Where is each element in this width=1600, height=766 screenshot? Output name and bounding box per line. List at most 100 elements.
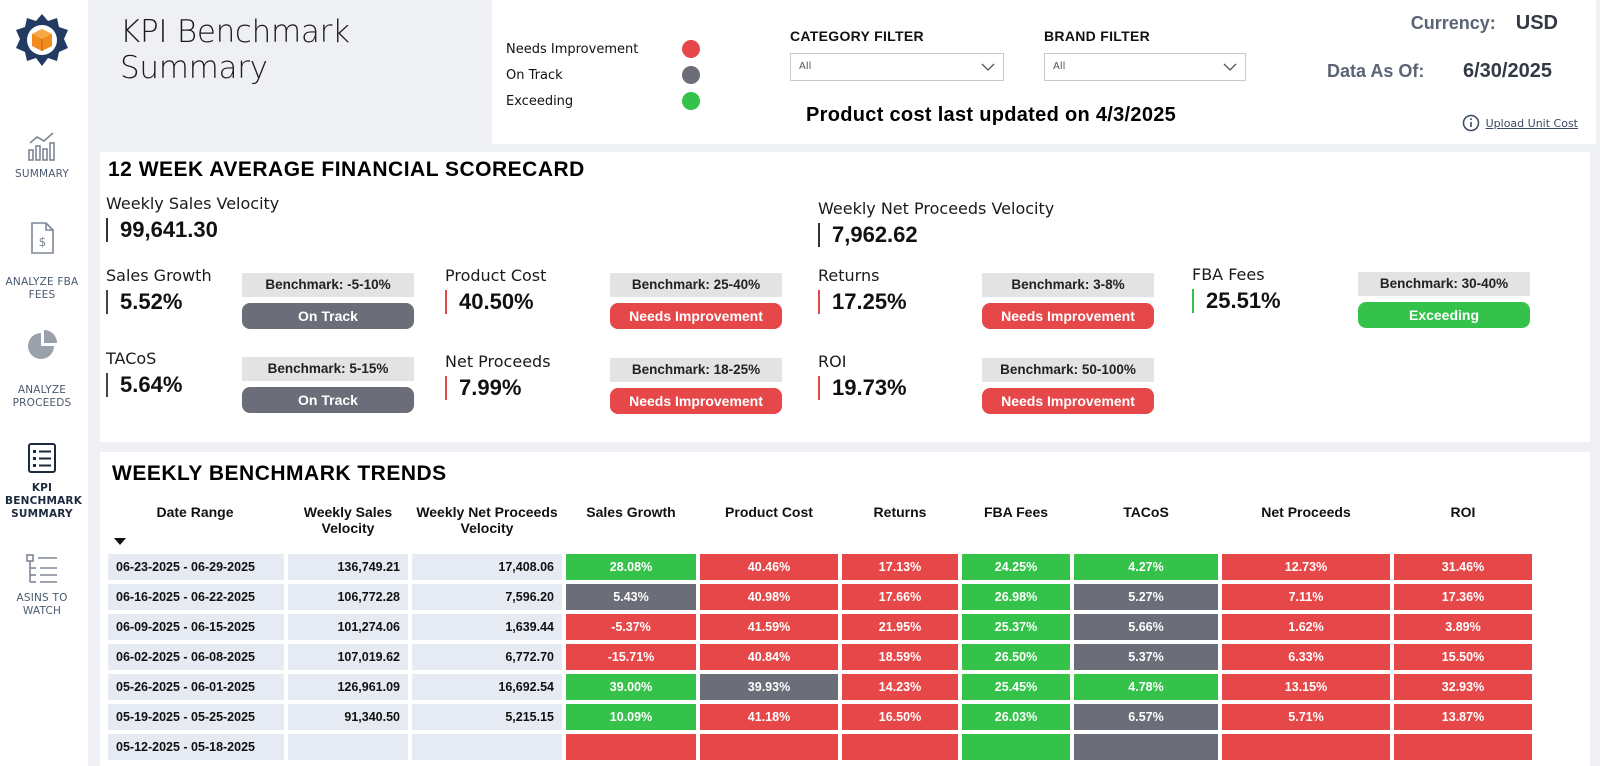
nav-item-kpi-benchmark-summary[interactable]: KPI BENCHMARK SUMMARY xyxy=(0,440,84,521)
metric-label: Weekly Net Proceeds Velocity xyxy=(818,199,1055,218)
column-header-date-range[interactable]: Date Range xyxy=(156,504,234,520)
metric-value: 17.25% xyxy=(832,289,907,314)
data-as-of-value: 6/30/2025 xyxy=(1463,60,1552,82)
status-legend: Needs Improvement On Track Exceeding xyxy=(506,36,700,114)
sales-growth-cell: -15.71% xyxy=(566,644,696,670)
benchmark-label: Benchmark: 50-100% xyxy=(982,358,1154,382)
legend-item-exceeding: Exceeding xyxy=(506,88,700,114)
product-cost-cell: 40.84% xyxy=(700,644,838,670)
pie-chart-icon xyxy=(28,330,57,359)
logo-icon xyxy=(16,14,68,66)
legend-item-needs-improvement: Needs Improvement xyxy=(506,36,700,62)
metric-value: 5.64% xyxy=(120,372,183,397)
weekly-sales-velocity-cell: 107,019.62 xyxy=(288,644,408,670)
net-proceeds-cell: 13.15% xyxy=(1222,674,1390,700)
benchmark-fba-fees: Benchmark: 30-40% Exceeding xyxy=(1358,272,1530,328)
benchmark-net-proceeds: Benchmark: 18-25% Needs Improvement xyxy=(610,358,782,414)
weekly-sales-velocity-cell: 136,749.21 xyxy=(288,554,408,580)
benchmark-product-cost: Benchmark: 25-40% Needs Improvement xyxy=(610,273,782,329)
benchmark-label: Benchmark: 5-15% xyxy=(242,357,414,381)
currency-display: Currency: USD xyxy=(1411,12,1558,35)
roi-cell: 13.87% xyxy=(1394,704,1532,730)
roi-cell: 17.36% xyxy=(1394,584,1532,610)
benchmark-sales-growth: Benchmark: -5-10% On Track xyxy=(242,273,414,329)
weekly-net-proceeds-velocity-cell: 17,408.06 xyxy=(412,554,562,580)
upload-unit-cost-link[interactable]: Upload Unit Cost xyxy=(1462,114,1578,132)
column-header-net-proceeds[interactable]: Net Proceeds xyxy=(1261,504,1351,520)
returns-cell: 18.59% xyxy=(842,644,958,670)
column-header-roi[interactable]: ROI xyxy=(1450,504,1476,520)
metric-weekly-sales-velocity: Weekly Sales Velocity 99,641.30 xyxy=(106,194,279,243)
title-panel: KPI Benchmark Summary xyxy=(88,0,492,144)
nav-item-summary[interactable]: SUMMARY xyxy=(0,128,84,181)
sales-growth-cell: 39.00% xyxy=(566,674,696,700)
column-header-weekly-net-proceeds-velocity[interactable]: Weekly Net Proceeds Velocity xyxy=(416,504,558,536)
product-cost-cell: 39.93% xyxy=(700,674,838,700)
weekly-net-proceeds-velocity-cell xyxy=(412,734,562,760)
weekly-net-proceeds-velocity-cell: 5,215.15 xyxy=(412,704,562,730)
category-filter-label: CATEGORY FILTER xyxy=(790,28,924,44)
metric-label: FBA Fees xyxy=(1192,265,1265,284)
net-proceeds-cell: 12.73% xyxy=(1222,554,1390,580)
returns-cell xyxy=(842,734,958,760)
nav-label-kpi-benchmark-summary: KPI BENCHMARK SUMMARY xyxy=(5,482,83,520)
nav-label-analyze-fba-fees: ANALYZE FBA FEES xyxy=(5,276,79,301)
tacos-cell xyxy=(1074,734,1218,760)
category-filter-dropdown[interactable]: All xyxy=(790,53,1004,81)
metric-sales-growth: Sales Growth 5.52% xyxy=(106,266,212,315)
horizontal-scrollbar[interactable] xyxy=(88,748,1600,766)
column-header-returns[interactable]: Returns xyxy=(873,504,927,520)
status-badge: Needs Improvement xyxy=(982,303,1154,329)
weekly-net-proceeds-velocity-cell: 7,596.20 xyxy=(412,584,562,610)
metric-label: ROI xyxy=(818,352,847,371)
legend-label: On Track xyxy=(506,67,563,83)
metric-label: Returns xyxy=(818,266,880,285)
nav-label-analyze-proceeds: ANALYZE PROCEEDS xyxy=(12,384,72,409)
nav-item-analyze-proceeds[interactable]: ANALYZE PROCEEDS xyxy=(0,328,84,410)
column-header-weekly-sales-velocity[interactable]: Weekly Sales Velocity xyxy=(303,504,393,536)
net-proceeds-cell: 1.62% xyxy=(1222,614,1390,640)
hierarchy-list-icon xyxy=(26,554,57,583)
legend-item-on-track: On Track xyxy=(506,62,700,88)
metric-value: 5.52% xyxy=(120,289,183,314)
weekly-sales-velocity-cell: 126,961.09 xyxy=(288,674,408,700)
benchmark-label: Benchmark: 30-40% xyxy=(1358,272,1530,296)
column-header-product-cost[interactable]: Product Cost xyxy=(725,504,813,520)
trends-title: WEEKLY BENCHMARK TRENDS xyxy=(112,462,447,485)
legend-dot-green xyxy=(682,92,700,110)
brand-filter-label: BRAND FILTER xyxy=(1044,28,1150,44)
chevron-down-icon xyxy=(1223,63,1237,71)
weekly-net-proceeds-velocity-cell: 16,692.54 xyxy=(412,674,562,700)
upload-unit-cost-label: Upload Unit Cost xyxy=(1485,116,1578,130)
brand-filter-dropdown[interactable]: All xyxy=(1044,53,1246,81)
roi-cell: 15.50% xyxy=(1394,644,1532,670)
product-cost-cell: 40.98% xyxy=(700,584,838,610)
chevron-down-icon xyxy=(981,63,995,71)
weekly-net-proceeds-velocity-cell: 1,639.44 xyxy=(412,614,562,640)
sort-descending-icon[interactable] xyxy=(114,538,126,545)
metric-returns: Returns 17.25% xyxy=(818,266,907,315)
date-range-cell: 06-23-2025 - 06-29-2025 xyxy=(108,554,284,580)
sales-growth-cell: -5.37% xyxy=(566,614,696,640)
status-badge: On Track xyxy=(242,387,414,413)
weekly-net-proceeds-velocity-cell: 6,772.70 xyxy=(412,644,562,670)
category-filter-value: All xyxy=(799,61,812,72)
returns-cell: 16.50% xyxy=(842,704,958,730)
nav-item-analyze-fba-fees[interactable]: $ ANALYZE FBA FEES xyxy=(0,220,84,302)
nav-label-asins-to-watch: ASINS TO WATCH xyxy=(16,592,68,617)
metric-value: 25.51% xyxy=(1206,288,1281,313)
benchmark-tacos: Benchmark: 5-15% On Track xyxy=(242,357,414,413)
svg-text:$: $ xyxy=(39,235,47,249)
nav-item-asins-to-watch[interactable]: ASINS TO WATCH xyxy=(0,552,84,618)
weekly-sales-velocity-cell xyxy=(288,734,408,760)
net-proceeds-cell: 6.33% xyxy=(1222,644,1390,670)
column-header-tacos[interactable]: TACoS xyxy=(1123,504,1169,520)
sales-growth-cell: 10.09% xyxy=(566,704,696,730)
column-header-fba-fees[interactable]: FBA Fees xyxy=(983,504,1049,520)
data-as-of-label: Data As Of: xyxy=(1327,61,1425,81)
left-nav: SUMMARY $ ANALYZE FBA FEES ANALYZE PROCE… xyxy=(0,0,88,766)
returns-cell: 17.13% xyxy=(842,554,958,580)
column-header-sales-growth[interactable]: Sales Growth xyxy=(586,504,676,520)
benchmark-returns: Benchmark: 3-8% Needs Improvement xyxy=(982,273,1154,329)
